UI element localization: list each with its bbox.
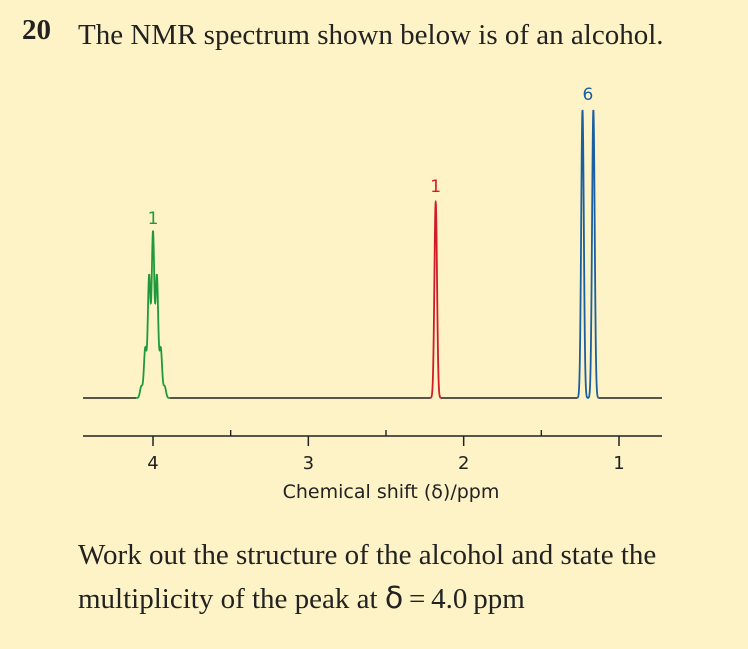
x-tick-label: 1 [613,453,624,474]
delta-symbol: δ [384,581,404,616]
peak-doublet [576,109,599,399]
x-tick-label: 4 [147,453,158,474]
x-axis: 4 3 2 1 [83,430,662,474]
followup-text-part1: Work out the structure of the alcohol an… [78,539,657,615]
spectrum-plot: 1 1 6 [83,85,662,399]
peak-integration-label: 1 [430,177,441,197]
nmr-spectrum-chart: 1 1 6 4 3 2 1 Chemical shift (δ)/ppm [83,85,662,503]
peak-septet [136,230,170,399]
followup-text-part2: = 4.0 ppm [403,583,525,615]
x-axis-label: Chemical shift (δ)/ppm [283,481,500,503]
question-number: 20 [22,14,51,46]
peak-integration-label: 1 [148,209,159,229]
peak-singlet [430,199,442,399]
x-tick-label: 3 [303,453,314,474]
followup-text: Work out the structure of the alcohol an… [78,533,738,621]
peak-integration-label: 6 [583,85,594,105]
question-text: The NMR spectrum shown below is of an al… [78,19,664,51]
x-tick-label: 2 [458,453,469,474]
